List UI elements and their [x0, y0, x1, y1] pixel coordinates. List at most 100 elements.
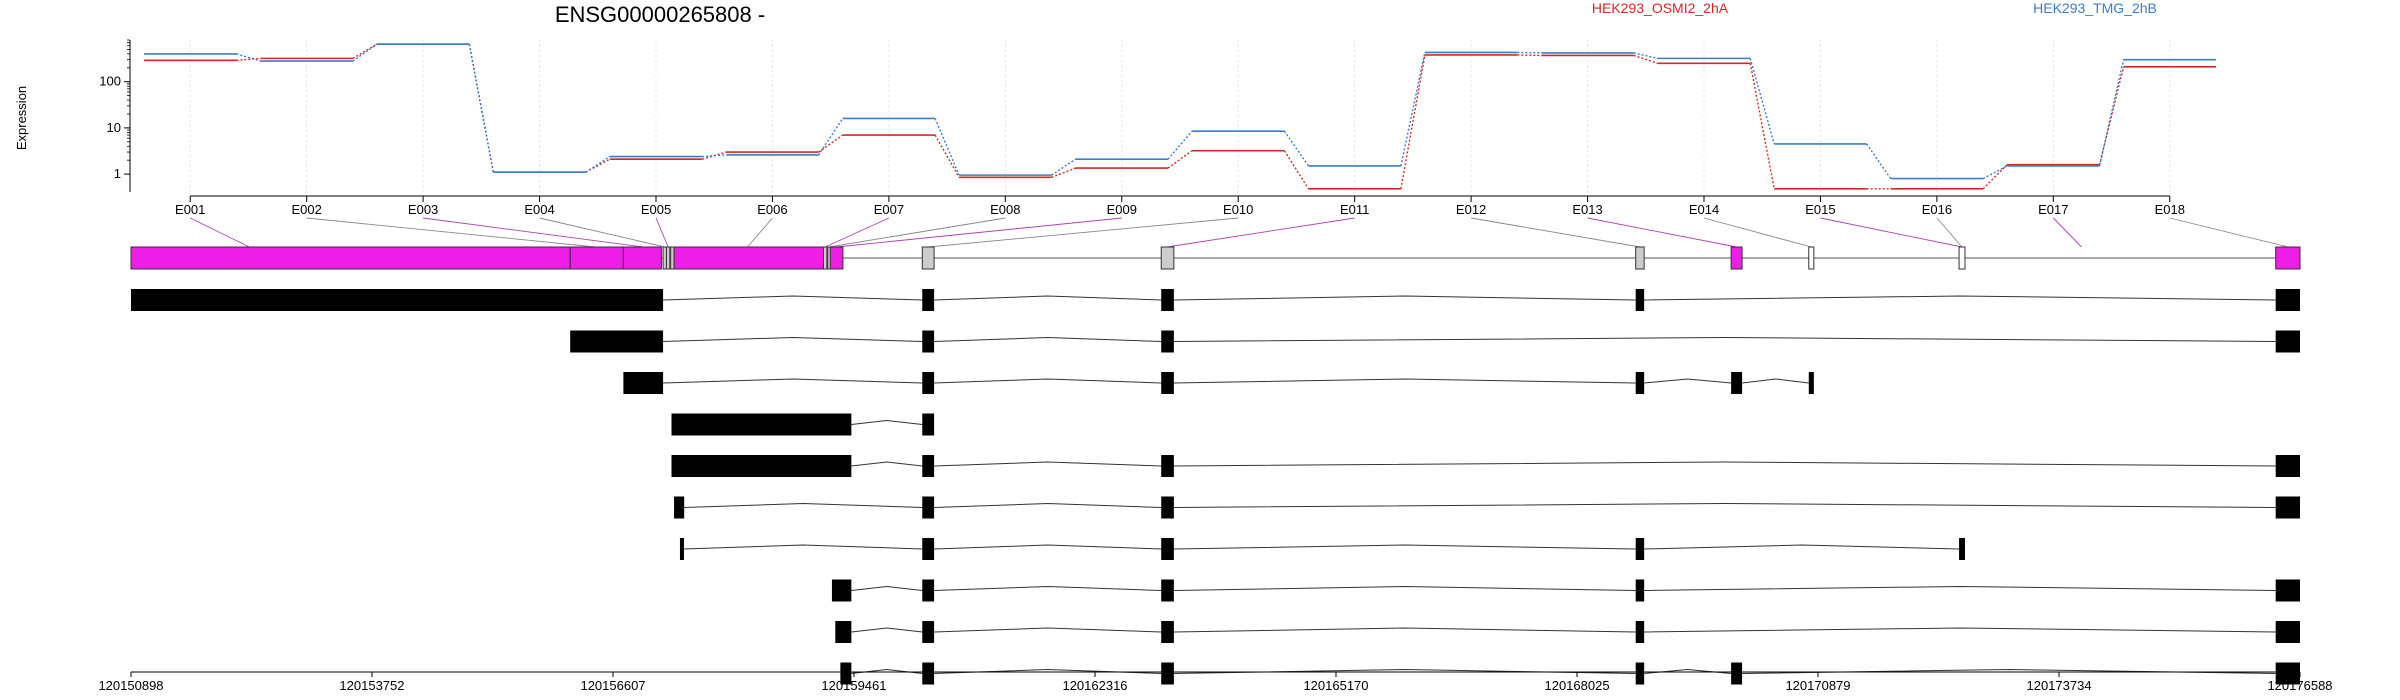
coordinate-tick-label: 120153752	[339, 678, 404, 693]
transcript-exon	[1731, 372, 1742, 394]
intron-line	[663, 296, 922, 300]
transcript-exon	[674, 497, 684, 519]
expression-connector	[1168, 151, 1192, 168]
intron-line	[934, 545, 1161, 549]
transcript-exon	[1636, 538, 1644, 560]
x-tick-label: E006	[757, 202, 787, 217]
legend-series-1: HEK293_OSMI2_2hA	[1592, 0, 1729, 16]
transcript-exon	[2276, 289, 2300, 311]
intron-line	[934, 504, 1161, 508]
x-tick-label: E013	[1572, 202, 1602, 217]
x-tick-label: E009	[1107, 202, 1137, 217]
x-tick-label: E012	[1456, 202, 1486, 217]
intron-line	[1174, 462, 2276, 466]
transcript-exon	[835, 621, 851, 643]
intron-line	[1174, 587, 1636, 591]
intron-line	[934, 338, 1161, 342]
transcript-exon	[922, 538, 934, 560]
transcript-9	[835, 621, 2300, 643]
exon-bin	[922, 247, 934, 269]
exon-bin	[674, 247, 823, 269]
coordinate-tick-label: 120150898	[98, 678, 163, 693]
intron-line	[934, 587, 1161, 591]
x-tick-label: E004	[524, 202, 554, 217]
y-tick-label: 1	[114, 166, 121, 181]
exon-connector-line	[307, 218, 596, 247]
transcript-6	[674, 497, 2300, 519]
transcript-exon	[1161, 663, 1174, 685]
expression-connector	[1634, 55, 1658, 63]
transcript-exon	[1636, 580, 1644, 602]
intron-line	[663, 379, 922, 383]
transcript-exon	[2276, 331, 2300, 353]
exon-connector-line	[748, 218, 773, 247]
x-tick-label: E002	[291, 202, 321, 217]
expression-connector	[353, 44, 377, 61]
intron-line	[1174, 628, 1636, 632]
exon-bin	[570, 247, 623, 269]
intron-line	[663, 338, 922, 342]
series-1-line	[144, 44, 2216, 189]
transcript-exon	[2276, 621, 2300, 643]
x-tick-label: E003	[408, 202, 438, 217]
exon-bin	[1809, 247, 1814, 269]
intron-line	[683, 545, 922, 549]
expression-connector	[586, 157, 610, 173]
intron-line	[851, 421, 922, 425]
x-tick-label: E015	[1805, 202, 1835, 217]
transcript-exon	[922, 289, 934, 311]
x-tick-label: E011	[1340, 202, 1369, 217]
expression-connector	[935, 118, 959, 175]
x-tick-label: E016	[1922, 202, 1952, 217]
exon-bin	[623, 247, 661, 269]
expression-connector	[469, 44, 493, 172]
transcript-exon	[1161, 289, 1174, 311]
intron-line	[1174, 338, 2276, 342]
transcript-exon	[1161, 455, 1174, 477]
intron-line	[1644, 379, 1731, 383]
coordinate-tick-label: 120170879	[1785, 678, 1850, 693]
expression-connector	[1284, 151, 1308, 189]
transcript-exon	[922, 455, 934, 477]
transcript-exon	[1161, 580, 1174, 602]
x-tick-label: E014	[1689, 202, 1719, 217]
expression-lines	[144, 44, 2216, 189]
transcript-exon	[1731, 663, 1742, 685]
transcript-exon	[672, 414, 852, 436]
coordinate-tick-label: 120159461	[821, 678, 886, 693]
transcript-exon	[623, 372, 663, 394]
intron-line	[684, 504, 922, 508]
genomic-coordinate-axis: 120150898 120153752 120156607 120159461 1201…	[98, 672, 2332, 693]
expression-connector	[1750, 58, 1774, 144]
exon-connector-line	[2170, 218, 2289, 247]
transcript-8	[832, 580, 2300, 602]
expression-connector	[1401, 52, 1425, 166]
exon-bin	[823, 247, 826, 269]
transcript-exon	[1161, 331, 1174, 353]
x-tick-label: E010	[1223, 202, 1253, 217]
expression-connector	[1867, 144, 1891, 179]
exon-bin	[1636, 247, 1644, 269]
x-tick-label: E018	[2155, 202, 2185, 217]
transcript-exon	[1161, 538, 1174, 560]
expression-connector	[1634, 53, 1658, 58]
transcript-2	[570, 331, 2300, 353]
coordinate-tick-label: 120156607	[580, 678, 645, 693]
transcript-exon	[1636, 663, 1644, 685]
exon-bin	[666, 247, 669, 269]
intron-line	[1644, 587, 2276, 591]
exon-axis: E001 E002 E003 E004 E005 E006 E007 E008 E009 E010…	[175, 196, 2185, 217]
exon-bin	[1731, 247, 1742, 269]
transcript-4	[672, 414, 935, 436]
exon-bin	[663, 247, 666, 269]
intron-line	[1174, 379, 1636, 383]
transcript-exon	[922, 663, 934, 685]
transcript-exon	[1636, 621, 1644, 643]
exon-bin	[830, 247, 843, 269]
exon-connectors	[190, 218, 2288, 247]
expression-connector	[236, 54, 260, 61]
intron-line	[851, 587, 922, 591]
exon-connector-line	[1704, 218, 1811, 247]
x-tick-label: E001	[175, 202, 205, 217]
